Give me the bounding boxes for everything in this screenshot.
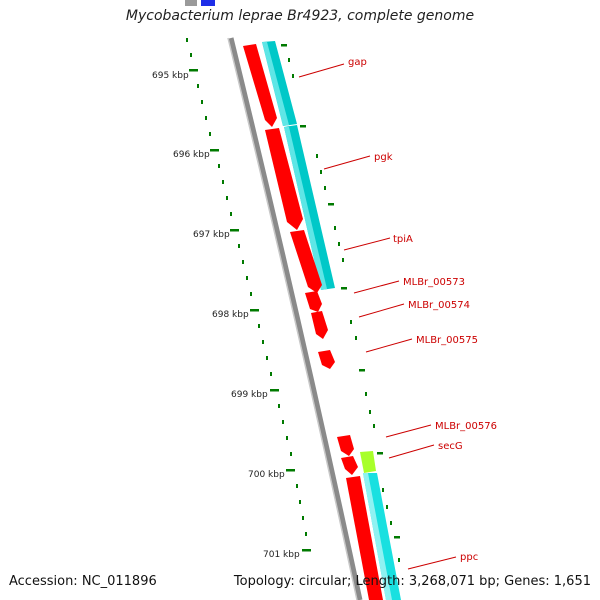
gene-bar	[262, 42, 289, 126]
ruler	[186, 38, 311, 552]
tick-label: 695 kbp	[152, 71, 189, 81]
gene-label-mlbr-00574[interactable]: MLBr_00574	[408, 300, 470, 311]
gene-bar	[363, 473, 392, 600]
outer-ruler	[281, 44, 400, 562]
gene-label-mlbr-00576[interactable]: MLBr_00576	[435, 421, 497, 432]
tick-label: 699 kbp	[231, 390, 268, 400]
fragment-blue	[201, 0, 215, 6]
cds-arrow	[305, 291, 322, 312]
genome-summary-text: Topology: circular; Length: 3,268,071 bp…	[233, 574, 591, 589]
tick-label: 698 kbp	[212, 310, 249, 320]
map-title: Mycobacterium leprae Br4923, complete ge…	[125, 8, 475, 24]
gene-label-secg[interactable]: secG	[438, 441, 463, 452]
tick-label: 697 kbp	[193, 230, 230, 240]
cds-arrow	[318, 350, 335, 369]
gene-track	[262, 41, 401, 600]
fragment-gray	[185, 0, 197, 6]
leader-lines	[298, 63, 457, 570]
tick-label: 700 kbp	[248, 470, 285, 480]
genome-backbone	[228, 37, 363, 600]
accession-text: Accession: NC_011896	[9, 574, 157, 589]
secg-gene	[360, 451, 376, 473]
gene-label-tpia[interactable]: tpiA	[393, 234, 413, 245]
gene-label-gap[interactable]: gap	[348, 57, 367, 68]
cds-arrow	[346, 476, 383, 600]
cds-arrow	[243, 44, 277, 127]
cds-track	[243, 44, 383, 600]
genome-backbone-highlight	[227, 37, 358, 600]
cds-arrow	[341, 456, 358, 475]
tick-label: 701 kbp	[263, 550, 300, 560]
cds-arrow	[337, 435, 354, 456]
gene-label-ppc[interactable]: ppc	[460, 552, 478, 563]
cds-arrow	[265, 128, 303, 230]
cds-arrow	[311, 311, 328, 339]
gene-label-mlbr-00575[interactable]: MLBr_00575	[416, 335, 478, 346]
cds-arrow	[290, 230, 322, 293]
tick-label: 696 kbp	[173, 150, 210, 160]
gene-label-pgk[interactable]: pgk	[374, 152, 393, 163]
gene-bar	[284, 127, 327, 290]
gene-label-mlbr-00573[interactable]: MLBr_00573	[403, 277, 465, 288]
